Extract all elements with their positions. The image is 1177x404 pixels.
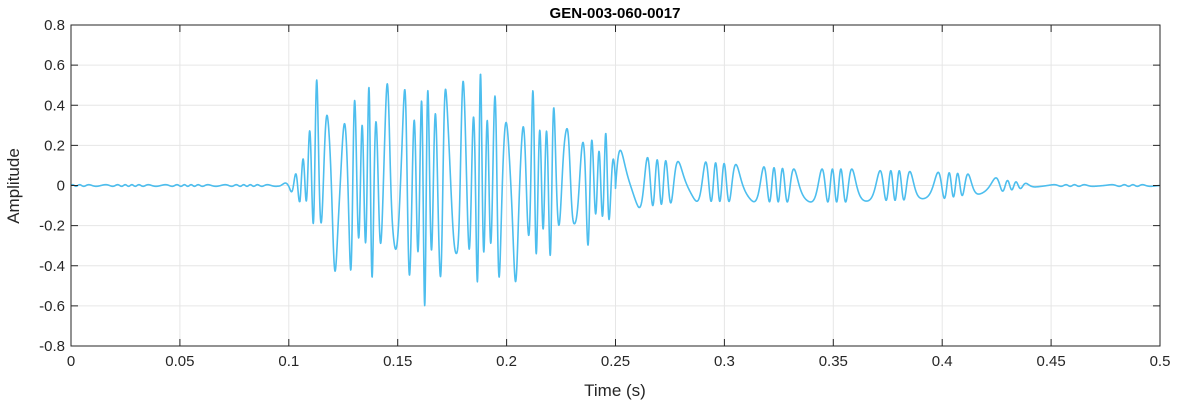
x-tick-label: 0.2 [496, 353, 517, 370]
x-axis-label: Time (s) [584, 381, 646, 400]
y-tick-label: -0.6 [39, 298, 65, 315]
y-tick-label: 0.4 [44, 97, 65, 114]
y-tick-label: -0.4 [39, 258, 65, 275]
y-axis-label: Amplitude [4, 148, 23, 224]
y-tick-label: 0.8 [44, 17, 65, 34]
axes [70, 24, 1161, 347]
y-tick-label: -0.2 [39, 218, 65, 235]
waveform-line [70, 73, 1161, 307]
chart-title: GEN-003-060-0017 [550, 5, 681, 22]
x-tick-label: 0.5 [1150, 353, 1171, 370]
tick-labels: 0 0.05 0.1 0.15 0.2 0.25 0.3 0.35 0.4 0.45 0.5 0.8 0… [39, 17, 1170, 370]
data-layer [70, 73, 1161, 307]
x-tick-label: 0.4 [932, 353, 953, 370]
y-tick-label: 0.2 [44, 137, 65, 154]
x-tick-label: 0.1 [278, 353, 299, 370]
y-tick-label: 0 [57, 178, 65, 195]
y-tick-label: 0.6 [44, 57, 65, 74]
x-tick-label: 0.3 [714, 353, 735, 370]
x-tick-label: 0.25 [601, 353, 630, 370]
x-tick-label: 0.45 [1036, 353, 1065, 370]
y-tick-label: -0.8 [39, 338, 65, 355]
x-tick-label: 0.05 [165, 353, 194, 370]
x-tick-label: 0.15 [383, 353, 412, 370]
x-tick-label: 0 [67, 353, 75, 370]
x-tick-label: 0.35 [819, 353, 848, 370]
